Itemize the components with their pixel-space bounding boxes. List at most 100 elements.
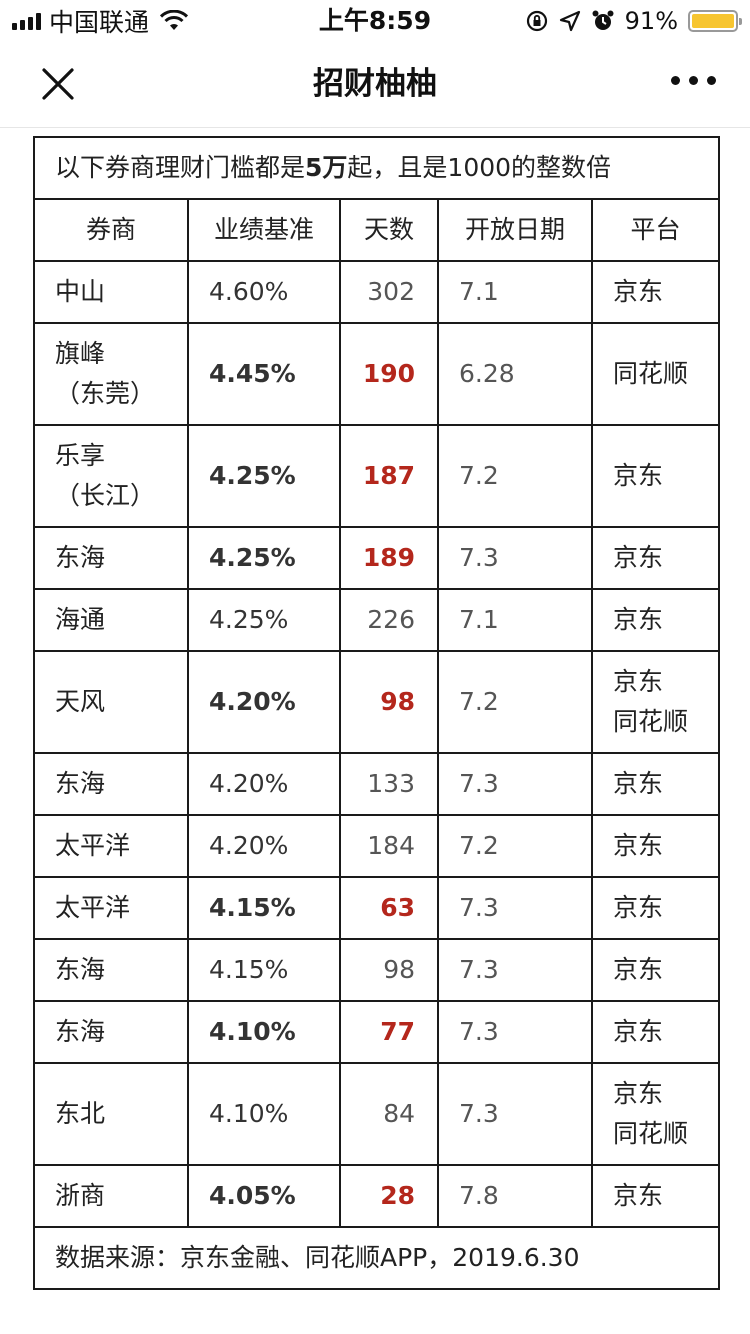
days-cell: 190 — [339, 322, 439, 426]
wifi-icon — [159, 10, 189, 30]
open-date-cell: 7.2 — [437, 424, 593, 528]
table-row: 太平洋 4.20% 184 7.2 京东 — [33, 814, 720, 878]
platform-cell: 京东 — [591, 752, 720, 816]
table-header-row: 券商 业绩基准 天数 开放日期 平台 — [33, 198, 720, 262]
header-days: 天数 — [339, 198, 439, 262]
rate-cell: 4.25% — [187, 424, 341, 528]
open-date-cell: 7.3 — [437, 876, 593, 940]
table-row: 东北 4.10% 84 7.3 京东 同花顺 — [33, 1062, 720, 1166]
platform-name: 京东 — [613, 1079, 664, 1108]
platform-name: 京东 — [613, 605, 664, 634]
broker-name: 东海 — [55, 769, 106, 798]
header-broker: 券商 — [33, 198, 189, 262]
page-title: 招财柚柚 — [313, 66, 437, 102]
platform-name: 京东 — [613, 277, 664, 306]
more-icon[interactable] — [671, 76, 716, 85]
table-note: 以下券商理财门槛都是5万起，且是1000的整数倍 — [33, 136, 720, 200]
days-cell: 98 — [339, 938, 439, 1002]
data-source: 数据来源：京东金融、同花顺APP，2019.6.30 — [33, 1226, 720, 1290]
broker-name: 浙商 — [55, 1181, 106, 1210]
broker-name: 东海 — [55, 955, 106, 984]
open-date-cell: 7.3 — [437, 1000, 593, 1064]
open-date-cell: 7.2 — [437, 650, 593, 754]
platform-name-2: 同花顺 — [613, 707, 689, 736]
platform-cell: 同花顺 — [591, 322, 720, 426]
platform-cell: 京东 — [591, 526, 720, 590]
platform-name: 京东 — [613, 831, 664, 860]
platform-cell: 京东 同花顺 — [591, 1062, 720, 1166]
platform-cell: 京东 — [591, 260, 720, 324]
open-date-cell: 7.3 — [437, 752, 593, 816]
table-row: 东海 4.15% 98 7.3 京东 — [33, 938, 720, 1002]
open-date-cell: 7.1 — [437, 588, 593, 652]
days-cell: 77 — [339, 1000, 439, 1064]
platform-cell: 京东 — [591, 1000, 720, 1064]
days-cell: 28 — [339, 1164, 439, 1228]
rate-cell: 4.20% — [187, 752, 341, 816]
header-platform: 平台 — [591, 198, 720, 262]
open-date-cell: 7.8 — [437, 1164, 593, 1228]
rotation-lock-icon — [526, 10, 547, 32]
table-row: 东海 4.10% 77 7.3 京东 — [33, 1000, 720, 1064]
status-right: 91% — [525, 6, 742, 36]
platform-name: 京东 — [613, 667, 664, 696]
platform-cell: 京东 — [591, 876, 720, 940]
table-row: 太平洋 4.15% 63 7.3 京东 — [33, 876, 720, 940]
platform-cell: 京东 — [591, 1164, 720, 1228]
nav-bar: 招财柚柚 — [0, 42, 750, 128]
days-cell: 84 — [339, 1062, 439, 1166]
note-prefix: 以下券商理财门槛都是 — [55, 153, 306, 182]
days-cell: 187 — [339, 424, 439, 528]
broker-cell: 旗峰 （东莞） — [33, 322, 189, 426]
battery-percent: 91% — [624, 7, 678, 35]
open-date-cell: 7.3 — [437, 1062, 593, 1166]
platform-cell: 京东 — [591, 814, 720, 878]
broker-cell: 乐享 （长江） — [33, 424, 189, 528]
rate-cell: 4.25% — [187, 588, 341, 652]
rate-cell: 4.10% — [187, 1000, 341, 1064]
open-date-cell: 6.28 — [437, 322, 593, 426]
broker-cell: 太平洋 — [33, 876, 189, 940]
note-suffix: 起，且是1000的整数倍 — [347, 153, 612, 182]
broker-cell: 东海 — [33, 752, 189, 816]
rate-cell: 4.45% — [187, 322, 341, 426]
broker-cell: 中山 — [33, 260, 189, 324]
broker-name: 太平洋 — [55, 831, 131, 860]
alarm-icon — [592, 10, 614, 30]
platform-name: 京东 — [613, 1017, 664, 1046]
open-date-cell: 7.1 — [437, 260, 593, 324]
table-row: 旗峰 （东莞） 4.45% 190 6.28 同花顺 — [33, 322, 720, 426]
broker-cell: 海通 — [33, 588, 189, 652]
location-icon — [559, 10, 580, 32]
platform-name: 京东 — [613, 1181, 664, 1210]
platform-cell: 京东 — [591, 424, 720, 528]
platform-name: 同花顺 — [613, 359, 689, 388]
broker-cell: 浙商 — [33, 1164, 189, 1228]
open-date-cell: 7.3 — [437, 938, 593, 1002]
broker-cell: 东海 — [33, 1000, 189, 1064]
broker-name: 东海 — [55, 1017, 106, 1046]
table-row: 海通 4.25% 226 7.1 京东 — [33, 588, 720, 652]
status-time: 上午8:59 — [318, 6, 432, 35]
open-date-cell: 7.2 — [437, 814, 593, 878]
broker-sub: （长江） — [55, 481, 156, 510]
header-open-date: 开放日期 — [437, 198, 593, 262]
days-cell: 133 — [339, 752, 439, 816]
platform-cell: 京东 — [591, 938, 720, 1002]
close-icon[interactable] — [38, 64, 78, 104]
platform-name: 京东 — [613, 893, 664, 922]
signal-icon — [12, 12, 41, 30]
broker-name: 旗峰 — [55, 339, 106, 368]
platform-name: 京东 — [613, 543, 664, 572]
rate-cell: 4.20% — [187, 814, 341, 878]
platform-name: 京东 — [613, 769, 664, 798]
broker-name: 天风 — [55, 687, 106, 716]
table-row: 天风 4.20% 98 7.2 京东 同花顺 — [33, 650, 720, 754]
rate-cell: 4.15% — [187, 876, 341, 940]
footer-row: 数据来源：京东金融、同花顺APP，2019.6.30 — [33, 1226, 720, 1290]
header-rate: 业绩基准 — [187, 198, 341, 262]
platform-cell: 京东 — [591, 588, 720, 652]
carrier-name: 中国联通 — [49, 8, 150, 37]
table-row: 东海 4.25% 189 7.3 京东 — [33, 526, 720, 590]
platform-name: 京东 — [613, 955, 664, 984]
